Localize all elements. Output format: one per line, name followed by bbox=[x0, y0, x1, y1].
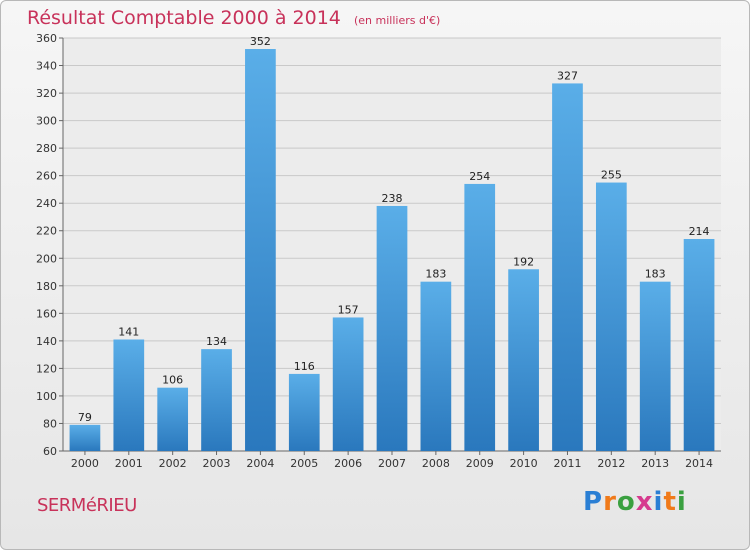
y-tick-label: 360 bbox=[36, 32, 57, 45]
value-label-2010: 192 bbox=[513, 255, 534, 268]
logo-letter: o bbox=[616, 487, 636, 517]
bar-2012 bbox=[595, 182, 627, 452]
value-label-2014: 214 bbox=[689, 225, 710, 238]
bar-2001 bbox=[113, 339, 145, 451]
title-row: Résultat Comptable 2000 à 2014 (en milli… bbox=[27, 7, 440, 29]
bar-2009 bbox=[464, 183, 496, 451]
x-tick-label-2002: 2002 bbox=[159, 457, 187, 470]
bar-2013 bbox=[639, 281, 671, 451]
bar-2004 bbox=[245, 49, 276, 451]
bar-2008 bbox=[420, 281, 452, 451]
x-tick-label-2000: 2000 bbox=[71, 457, 99, 470]
x-tick-label-2006: 2006 bbox=[334, 457, 362, 470]
bar-2011 bbox=[552, 83, 583, 452]
y-tick-label: 240 bbox=[36, 197, 57, 210]
y-tick-label: 260 bbox=[36, 170, 57, 183]
x-tick-label-2011: 2011 bbox=[553, 457, 581, 470]
x-tick-label-2013: 2013 bbox=[641, 457, 669, 470]
value-label-2002: 106 bbox=[162, 374, 183, 387]
y-tick-label: 80 bbox=[43, 417, 57, 430]
value-label-2011: 327 bbox=[557, 69, 578, 82]
proxiti-logo: Proxiti bbox=[583, 487, 687, 517]
y-tick-label: 200 bbox=[36, 252, 57, 265]
logo-letter: r bbox=[603, 487, 617, 517]
x-tick-label-2001: 2001 bbox=[115, 457, 143, 470]
y-tick-label: 280 bbox=[36, 142, 57, 155]
y-tick-label: 160 bbox=[36, 307, 57, 320]
x-tick-label-2009: 2009 bbox=[466, 457, 494, 470]
logo-letter: i bbox=[653, 487, 664, 517]
y-tick-label: 180 bbox=[36, 280, 57, 293]
logo-letter: x bbox=[635, 487, 654, 517]
x-tick-label-2010: 2010 bbox=[510, 457, 538, 470]
bar-2007 bbox=[376, 205, 408, 451]
bar-2005 bbox=[288, 373, 320, 451]
value-label-2004: 352 bbox=[250, 35, 271, 48]
x-tick-label-2012: 2012 bbox=[597, 457, 625, 470]
x-tick-label-2005: 2005 bbox=[290, 457, 318, 470]
bar-2002 bbox=[157, 387, 189, 451]
value-label-2008: 183 bbox=[425, 268, 446, 281]
value-label-2007: 238 bbox=[382, 192, 403, 205]
logo-letter: P bbox=[583, 487, 604, 517]
x-tick-label-2014: 2014 bbox=[685, 457, 713, 470]
commune-name: SERMéRIEU bbox=[37, 495, 137, 516]
y-tick-label: 100 bbox=[36, 390, 57, 403]
logo-letter: t bbox=[663, 487, 677, 517]
y-tick-label: 60 bbox=[43, 445, 57, 458]
value-label-2005: 116 bbox=[294, 360, 315, 373]
chart-subtitle: (en milliers d'€) bbox=[353, 14, 441, 27]
y-tick-label: 120 bbox=[36, 362, 57, 375]
y-tick-label: 220 bbox=[36, 225, 57, 238]
value-label-2013: 183 bbox=[645, 268, 666, 281]
y-tick-label: 300 bbox=[36, 115, 57, 128]
y-tick-label: 340 bbox=[36, 60, 57, 73]
bar-2006 bbox=[332, 317, 364, 451]
x-tick-label-2007: 2007 bbox=[378, 457, 406, 470]
value-label-2012: 255 bbox=[601, 169, 622, 182]
value-label-2009: 254 bbox=[469, 170, 490, 183]
value-label-2003: 134 bbox=[206, 335, 227, 348]
bar-2003 bbox=[201, 349, 232, 451]
value-label-2006: 157 bbox=[338, 303, 359, 316]
bar-2014 bbox=[683, 238, 715, 451]
chart-title: Résultat Comptable 2000 à 2014 bbox=[27, 7, 341, 29]
x-tick-label-2004: 2004 bbox=[246, 457, 274, 470]
x-tick-label-2008: 2008 bbox=[422, 457, 450, 470]
value-label-2000: 79 bbox=[78, 411, 92, 424]
bar-2010 bbox=[508, 269, 539, 451]
y-tick-label: 320 bbox=[36, 87, 57, 100]
logo-letter: i bbox=[676, 487, 687, 517]
value-label-2001: 141 bbox=[118, 325, 139, 338]
x-tick-label-2003: 2003 bbox=[203, 457, 231, 470]
bar-2000 bbox=[69, 424, 101, 451]
y-tick-label: 140 bbox=[36, 335, 57, 348]
